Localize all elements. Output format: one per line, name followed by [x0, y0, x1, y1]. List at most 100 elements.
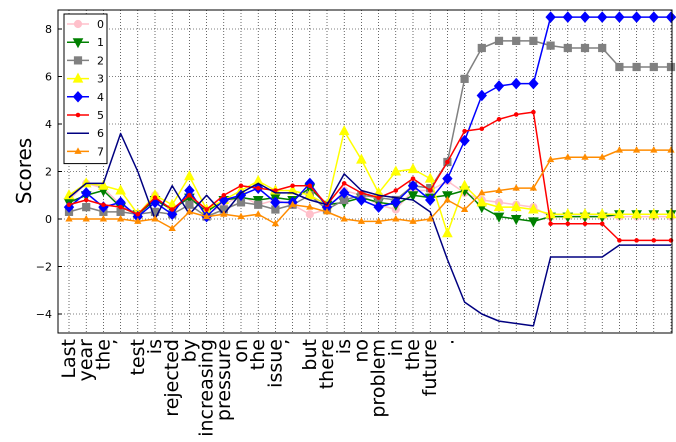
x-tick-label: pressure [213, 339, 235, 421]
data-point [511, 77, 522, 90]
series-line-5 [68, 111, 671, 242]
x-tick-label: rejected [161, 339, 183, 417]
legend-marker [73, 19, 83, 29]
data-point [288, 200, 297, 208]
data-point [390, 165, 402, 176]
legend-entry: 7 [67, 145, 104, 158]
x-tick-label: by [178, 339, 200, 362]
x-tick-label: . [436, 339, 458, 345]
series-5 [66, 109, 674, 243]
x-tick-label: in [385, 339, 407, 356]
legend: 0 1 2 3 4 5 6 7 [63, 13, 108, 165]
data-point [650, 146, 658, 153]
data-point [596, 208, 608, 219]
data-point [510, 201, 522, 212]
data-point [614, 11, 625, 23]
data-point [462, 128, 467, 134]
data-point [374, 217, 383, 224]
legend-label: 5 [97, 109, 104, 122]
x-axis-labels: Lastyearthe’testisrejectedbyincreasingpr… [58, 339, 458, 437]
legend-marker [75, 112, 81, 118]
legend-entry: 3 [67, 72, 104, 86]
legend-entry: 6 [67, 127, 104, 140]
x-tick-label: future [419, 339, 441, 396]
data-point [238, 183, 244, 189]
series-4 [63, 11, 676, 223]
data-point [648, 11, 659, 23]
data-point [615, 146, 624, 153]
legend-marker [74, 147, 82, 154]
legend-marker [73, 56, 83, 65]
x-tick-label: ’ [282, 339, 304, 345]
grid [58, 10, 672, 333]
data-point [666, 62, 676, 72]
data-point [323, 207, 331, 215]
y-tick-label: 4 [45, 118, 52, 131]
data-point [495, 186, 503, 193]
data-point [632, 146, 641, 153]
x-tick-label: the [402, 339, 424, 370]
data-point [152, 195, 158, 200]
data-point [565, 221, 571, 227]
data-point [425, 194, 436, 206]
data-point [528, 217, 539, 228]
data-point [562, 208, 574, 219]
data-point [187, 192, 192, 198]
data-point [393, 188, 399, 193]
data-point [632, 62, 641, 72]
data-point [445, 159, 450, 165]
data-point [118, 204, 123, 210]
data-point [290, 183, 295, 189]
legend-entry: 2 [67, 54, 104, 67]
data-point [510, 215, 522, 226]
x-tick-label: on [230, 339, 252, 363]
data-point [204, 207, 209, 212]
y-tick-label: 8 [45, 23, 52, 36]
data-point [563, 43, 572, 53]
data-point [98, 179, 109, 190]
data-point [101, 202, 106, 208]
data-point [167, 208, 178, 220]
data-point [546, 155, 555, 163]
data-point [529, 36, 538, 45]
data-point [581, 153, 589, 160]
data-point [631, 11, 642, 23]
data-point [135, 211, 141, 217]
legend-label: 6 [97, 127, 104, 140]
data-point [651, 238, 657, 243]
data-point [409, 217, 417, 224]
plot-background [58, 10, 672, 333]
data-point [649, 62, 658, 72]
data-point [614, 208, 625, 219]
x-tick-label: no [350, 339, 372, 363]
data-point [631, 208, 642, 219]
data-point [407, 180, 419, 192]
data-point [254, 200, 263, 209]
series-6 [68, 132, 671, 327]
data-point [169, 207, 175, 212]
legend-label: 3 [97, 73, 104, 86]
data-point [151, 214, 159, 222]
data-point [512, 36, 521, 45]
data-point [545, 11, 556, 23]
legend-label: 2 [97, 54, 104, 67]
data-point [83, 197, 89, 203]
x-tick-label: there [316, 339, 338, 389]
data-point [115, 184, 126, 195]
data-point [580, 43, 590, 53]
data-point [477, 43, 486, 53]
data-point [529, 184, 538, 191]
x-tick-label: problem [368, 339, 390, 418]
data-point [66, 202, 72, 208]
legend-marker [72, 38, 84, 49]
data-point [513, 112, 519, 117]
legend-box [63, 13, 108, 165]
x-tick-label: Last [58, 339, 80, 379]
data-point [459, 134, 470, 147]
data-point [392, 214, 400, 222]
data-point [459, 179, 470, 190]
y-tick-label: 6 [45, 71, 52, 84]
data-point [168, 224, 176, 231]
data-point [185, 207, 194, 215]
